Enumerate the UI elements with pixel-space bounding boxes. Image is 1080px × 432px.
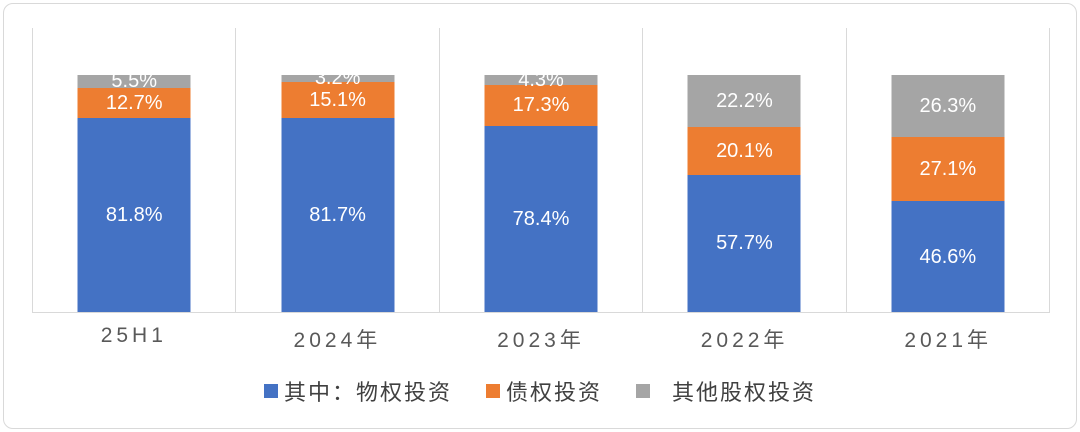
stacked-bar: 81.8% 12.7% 5.5%: [77, 71, 191, 312]
x-axis-label: 2024年: [293, 329, 382, 352]
data-label: 15.1%: [309, 89, 366, 112]
data-label: 22.2%: [716, 89, 773, 112]
stacked-bar: 78.4% 17.3% 4.3%: [484, 70, 598, 312]
legend-swatch-icon: [263, 384, 278, 398]
legend-swatch-icon: [485, 384, 500, 398]
data-label: 26.3%: [919, 94, 977, 117]
category-column: 78.4% 17.3% 4.3%: [438, 28, 642, 312]
x-axis: 25H1 2024年 2023年 2022年 2021年: [32, 313, 1050, 354]
category-column: 81.7% 15.1% 3.2%: [235, 28, 438, 312]
bar-segment: 17.3%: [484, 84, 598, 126]
bar-segment: 27.1%: [891, 136, 1005, 202]
stacked-bar: 46.6% 27.1% 26.3%: [891, 74, 1005, 312]
data-label: 81.8%: [105, 203, 163, 226]
stacked-bar: 57.7% 20.1% 22.2%: [687, 74, 801, 312]
legend-item: 其他股权投资: [636, 375, 816, 407]
x-axis-label: 25H1: [100, 324, 167, 347]
legend-item: 债权投资: [485, 375, 602, 407]
bar-segment: 57.7%: [687, 174, 801, 312]
bar-segment: 26.3%: [891, 74, 1005, 137]
legend: 其中：物权投资 债权投资 其他股权投资: [4, 375, 1076, 407]
data-label: 27.1%: [919, 158, 977, 181]
plot-area: 81.8% 12.7% 5.5% 81.7% 15.1% 3.2% 78.4% 17.3% 4.…: [32, 28, 1051, 313]
data-label: 46.6%: [919, 245, 977, 268]
data-label: 57.7%: [716, 232, 773, 255]
legend-label: 其中：物权投资: [283, 380, 452, 405]
legend-label: 其他股权投资: [672, 380, 817, 405]
x-axis-label: 2022年: [700, 329, 789, 352]
data-label: 20.1%: [716, 140, 773, 163]
x-axis-label: 2021年: [904, 329, 993, 352]
data-label: 78.4%: [512, 207, 570, 230]
legend-swatch-icon: [636, 384, 650, 398]
data-label: 12.7%: [105, 91, 163, 114]
chart-card: 81.8% 12.7% 5.5% 81.7% 15.1% 3.2% 78.4% 17.3% 4.…: [3, 3, 1077, 429]
data-label: 17.3%: [512, 94, 570, 117]
stacked-bar: 81.7% 15.1% 3.2%: [281, 68, 395, 312]
bar-segment: 81.7%: [281, 117, 395, 312]
bar-segment: 46.6%: [891, 201, 1005, 312]
bar-segment: 3.2%: [281, 68, 395, 88]
bar-segment: 20.1%: [687, 127, 801, 175]
legend-label: 债权投资: [505, 380, 602, 405]
category-column: 81.8% 12.7% 5.5%: [32, 28, 235, 312]
bar-segment: 4.3%: [484, 70, 598, 90]
bar-segment: 12.7%: [77, 87, 191, 118]
data-label: 81.7%: [309, 203, 366, 226]
category-column: 46.6% 27.1% 26.3%: [845, 28, 1051, 312]
bar-segment: 22.2%: [687, 74, 801, 128]
bar-segment: 15.1%: [281, 82, 395, 118]
x-axis-label: 2023年: [497, 329, 585, 352]
bar-segment: 78.4%: [484, 125, 598, 312]
bar-segment: 81.8%: [77, 117, 191, 312]
legend-item: 其中：物权投资: [263, 375, 452, 407]
bar-segment: 5.5%: [77, 71, 191, 91]
category-column: 57.7% 20.1% 22.2%: [642, 28, 845, 312]
